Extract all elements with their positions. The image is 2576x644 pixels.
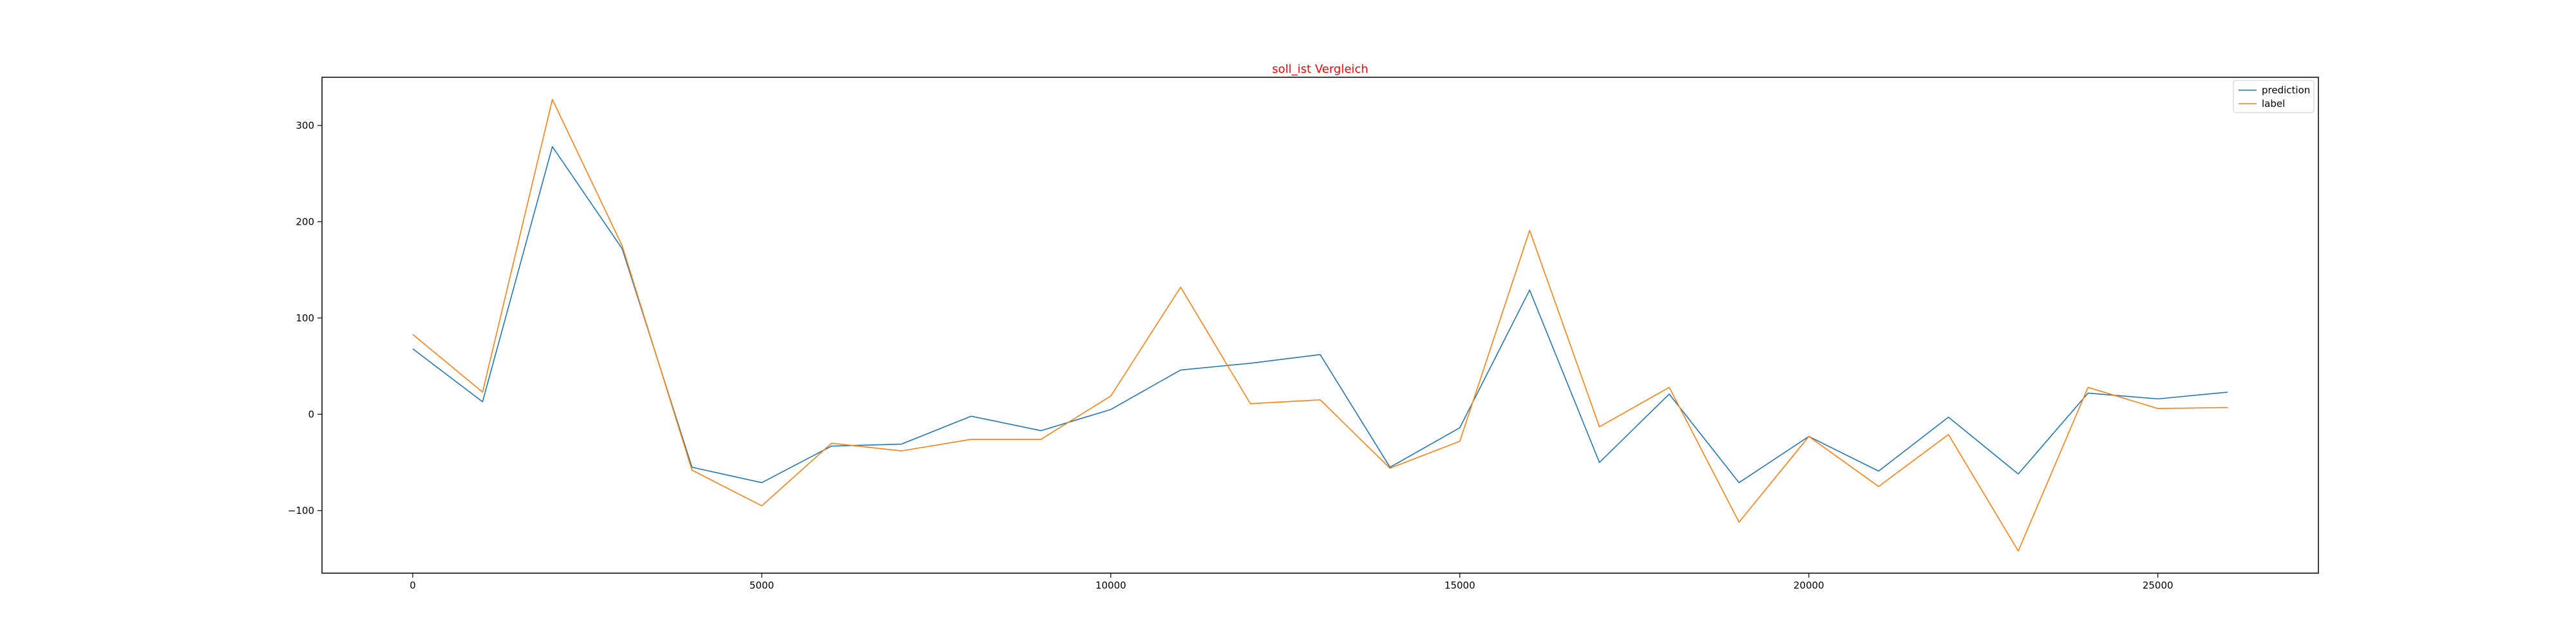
x-tick-label: 0 xyxy=(410,580,416,591)
y-tick-label: 200 xyxy=(296,216,314,227)
x-tick-label: 20000 xyxy=(1794,580,1824,591)
chart-title: soll_ist Vergleich xyxy=(1272,62,1368,76)
series-line-label xyxy=(412,99,2228,552)
plot-area-frame xyxy=(321,77,2319,574)
y-tick-label: 100 xyxy=(296,312,314,324)
legend-label-label: label xyxy=(2262,98,2285,109)
y-tick-label: −100 xyxy=(288,505,314,516)
y-axis: −100 0 100 200 300 xyxy=(288,120,322,516)
series-line-prediction xyxy=(412,146,2228,484)
x-tick-label: 15000 xyxy=(1444,580,1475,591)
legend-label-prediction: prediction xyxy=(2262,84,2310,96)
x-tick-label: 5000 xyxy=(750,580,774,591)
y-tick-label: 0 xyxy=(308,408,314,420)
x-tick-label: 25000 xyxy=(2143,580,2174,591)
y-tick-label: 300 xyxy=(296,120,314,131)
legend: prediction label xyxy=(2233,80,2315,113)
legend-box xyxy=(2233,80,2315,113)
x-axis: 0 5000 10000 15000 20000 25000 xyxy=(410,573,2174,591)
x-tick-label: 10000 xyxy=(1095,580,1126,591)
series-lines xyxy=(412,99,2228,552)
